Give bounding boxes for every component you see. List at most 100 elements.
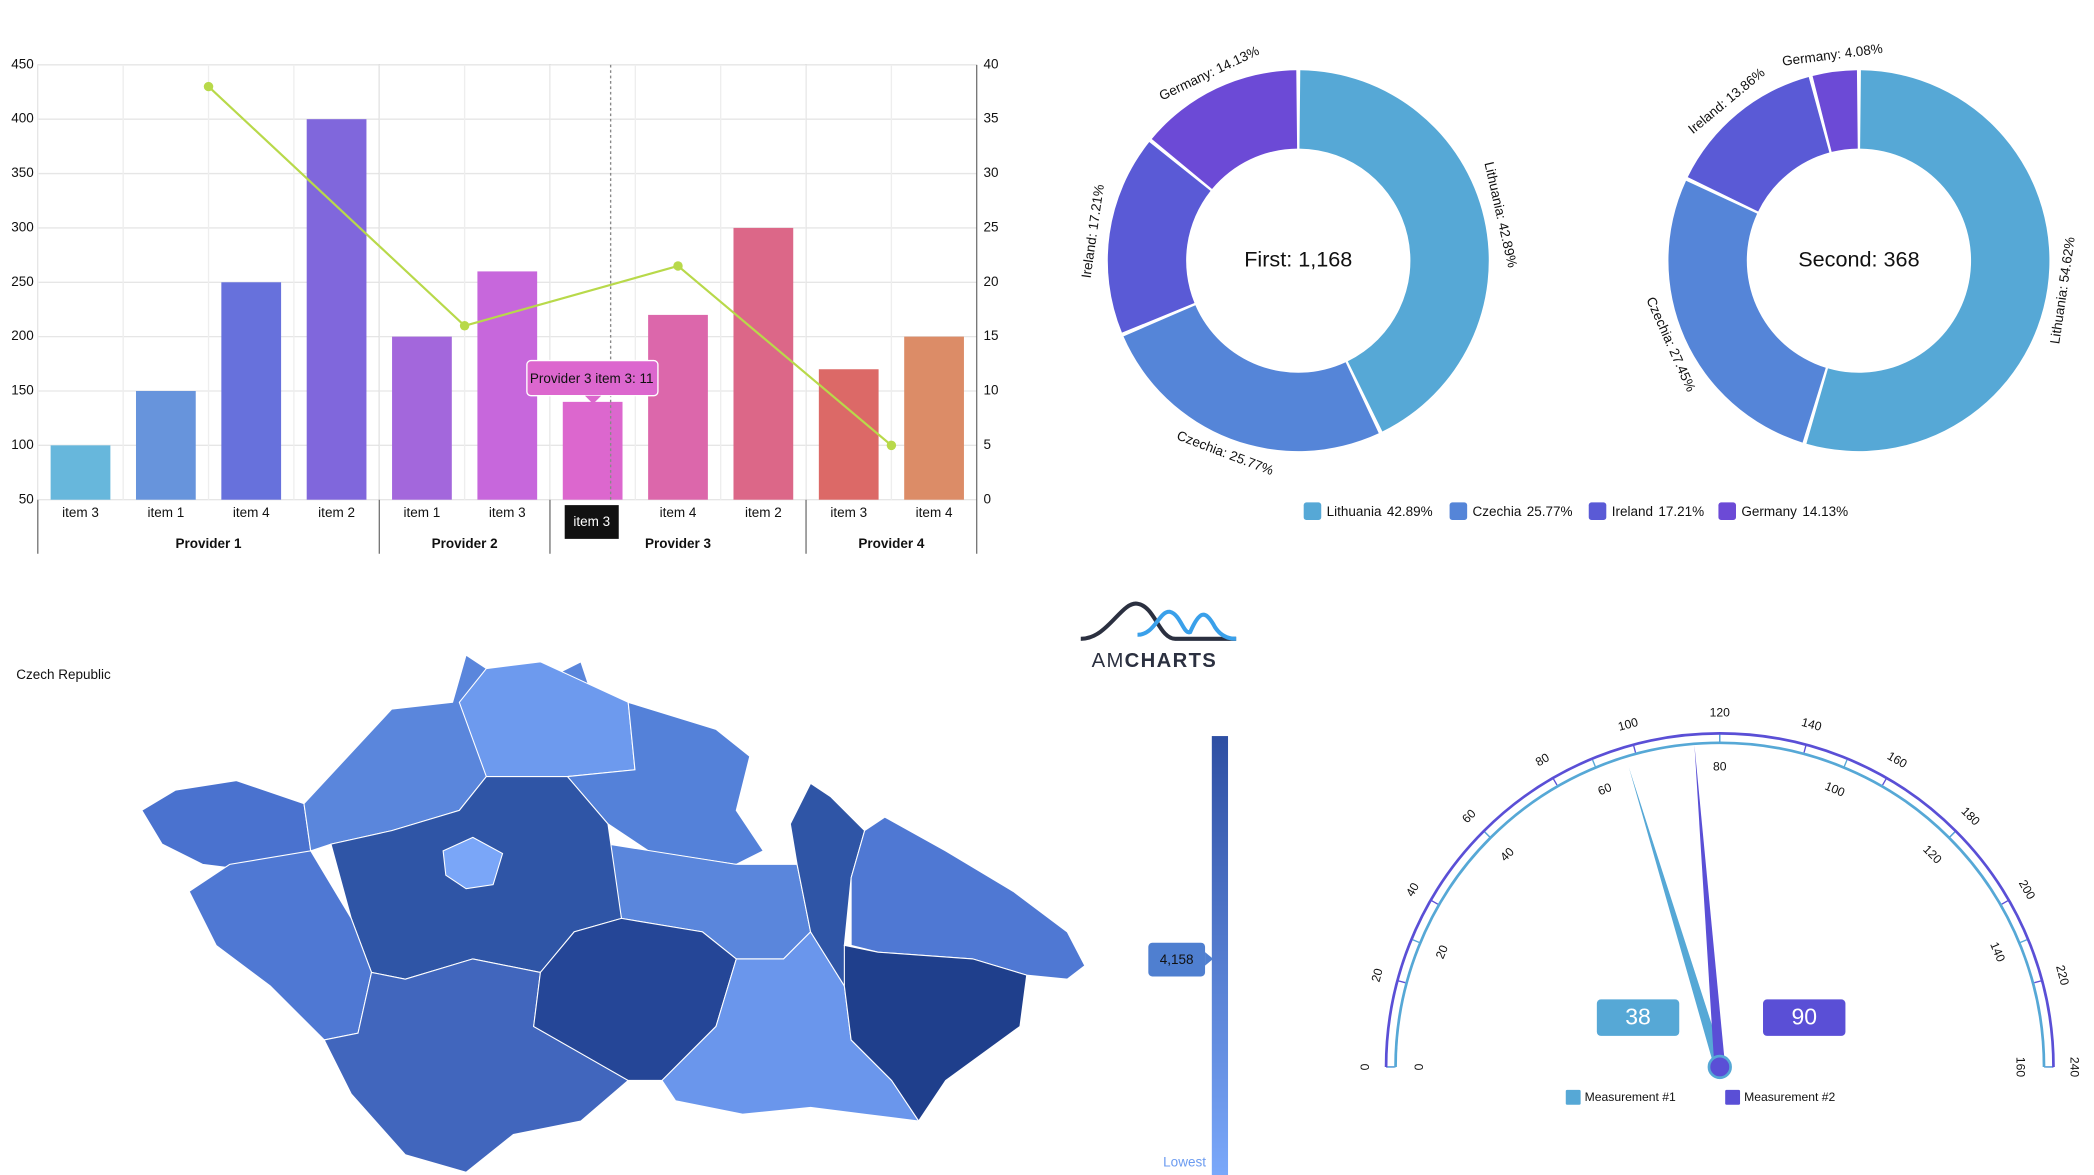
readout-box bbox=[1763, 999, 1846, 1036]
legend-label: Czechia 25.77% bbox=[1473, 503, 1573, 518]
x-tick-label: item 2 bbox=[318, 505, 355, 520]
gauge-hand bbox=[1628, 767, 1725, 1069]
x-tick-label: item 4 bbox=[660, 505, 697, 520]
bar[interactable] bbox=[221, 282, 282, 500]
group-label: Provider 3 bbox=[645, 536, 712, 551]
legend-name: Lithuania bbox=[1327, 503, 1382, 518]
gauge-tick bbox=[1484, 831, 1491, 839]
gauge-tick bbox=[2001, 899, 2010, 905]
gauge-hand bbox=[1694, 745, 1726, 1068]
donut-slice[interactable] bbox=[1806, 70, 2050, 452]
legend-marker[interactable] bbox=[1588, 502, 1607, 520]
group-label: Provider 1 bbox=[176, 536, 243, 551]
legend-label: Germany 14.13% bbox=[1741, 503, 1848, 518]
donut-center-label: First: 1,168 bbox=[1244, 246, 1352, 271]
legend-value: 25.77% bbox=[1527, 503, 1573, 518]
gauge-tick-label: 60 bbox=[1459, 806, 1479, 826]
gauge-tick-label: 200 bbox=[2016, 877, 2038, 902]
y2-tick-label: 25 bbox=[984, 219, 999, 234]
x-tick-label: item 1 bbox=[147, 505, 184, 520]
gauge-tick-label: 160 bbox=[2013, 1057, 2027, 1078]
gauge-tick bbox=[1412, 939, 1421, 944]
donut-slice[interactable] bbox=[1812, 70, 1858, 152]
gauge-tick-label: 160 bbox=[1885, 749, 1910, 771]
heat-legend-label: Lowest bbox=[1163, 1154, 1206, 1169]
gauge-tick bbox=[1552, 777, 1558, 786]
y2-tick-label: 20 bbox=[984, 274, 999, 289]
legend-marker[interactable] bbox=[1449, 502, 1468, 520]
gauge-tick-label: 0 bbox=[1412, 1063, 1426, 1070]
bar[interactable] bbox=[306, 119, 367, 500]
map-title: Czech Republic bbox=[16, 667, 111, 682]
gauge-tick-label: 140 bbox=[1987, 940, 2008, 964]
gauge-tick bbox=[1948, 831, 1956, 839]
gauge-tick bbox=[1430, 899, 1439, 905]
donut-slice[interactable] bbox=[1299, 70, 1489, 432]
logo-light: AM bbox=[1092, 650, 1125, 672]
gauge-tick-label: 80 bbox=[1713, 759, 1727, 773]
legend-marker[interactable] bbox=[1565, 1089, 1581, 1105]
readout-box bbox=[1596, 999, 1680, 1036]
gauge-tick-label: 120 bbox=[1920, 842, 1944, 866]
x-tick-label: item 3 bbox=[830, 505, 867, 520]
tooltip: Provider 3 item 3: 11 bbox=[530, 371, 654, 386]
gauge-hub bbox=[1707, 1054, 1732, 1080]
legend-label: Ireland 17.21% bbox=[1612, 503, 1704, 518]
bar[interactable] bbox=[904, 336, 964, 500]
bar[interactable] bbox=[818, 369, 879, 500]
donut-slice[interactable] bbox=[1668, 180, 1826, 443]
map-region[interactable] bbox=[323, 958, 630, 1173]
map-region[interactable] bbox=[442, 836, 504, 890]
gauge-tick bbox=[1803, 744, 1807, 753]
map-region[interactable] bbox=[850, 816, 1086, 980]
gauge-tick bbox=[1397, 979, 1406, 984]
legend-marker[interactable] bbox=[1725, 1089, 1741, 1105]
gauge-tick-label: 220 bbox=[2053, 964, 2072, 987]
y-tick-label: 350 bbox=[11, 165, 34, 180]
slice-label: Ireland: 17.21% bbox=[1079, 183, 1107, 279]
map-region[interactable] bbox=[458, 661, 636, 778]
y2-tick-label: 15 bbox=[984, 328, 999, 343]
gauge-tick-label: 0 bbox=[1358, 1063, 1372, 1070]
bar[interactable] bbox=[50, 445, 111, 500]
donut-slice[interactable] bbox=[1107, 142, 1211, 333]
bar[interactable] bbox=[562, 401, 623, 500]
gauge-tick-label: 140 bbox=[1800, 715, 1823, 734]
donut-slice[interactable] bbox=[1687, 76, 1830, 212]
map-tooltip-pointer bbox=[1205, 952, 1214, 966]
donut-slice[interactable] bbox=[1151, 70, 1298, 190]
slice-label: Germany: 4.08% bbox=[1781, 41, 1883, 69]
gauge-tick-label: 240 bbox=[2068, 1057, 2082, 1078]
y-tick-label: 150 bbox=[11, 383, 34, 398]
y-tick-label: 50 bbox=[19, 491, 34, 506]
y-tick-label: 250 bbox=[11, 274, 34, 289]
donut-slice[interactable] bbox=[1123, 305, 1379, 452]
gauge-tick-label: 120 bbox=[1710, 705, 1731, 719]
y2-tick-label: 35 bbox=[984, 111, 999, 126]
map-tooltip: 4,158 bbox=[1160, 952, 1194, 967]
gauge-tick bbox=[1632, 744, 1637, 753]
legend-marker[interactable] bbox=[1303, 502, 1322, 520]
group-label: Provider 4 bbox=[858, 536, 925, 551]
legend-name: Czechia bbox=[1473, 503, 1522, 518]
readout: 38 bbox=[1625, 1003, 1651, 1029]
map bbox=[141, 654, 1086, 1173]
gauge-tick bbox=[1591, 759, 1597, 768]
gauge-tick-label: 180 bbox=[1959, 804, 1983, 828]
donut-center-label: Second: 368 bbox=[1798, 246, 1919, 271]
map-region[interactable] bbox=[843, 944, 1028, 1122]
line-point bbox=[673, 261, 683, 271]
logo-text: AMCHARTS bbox=[1092, 650, 1218, 672]
bar[interactable] bbox=[392, 336, 452, 500]
legend-marker[interactable] bbox=[1718, 502, 1736, 520]
bar[interactable] bbox=[648, 314, 708, 500]
slice-label: Lithuania: 54.62% bbox=[2047, 236, 2077, 345]
y-tick-label: 450 bbox=[11, 56, 34, 71]
cursor-label-box bbox=[564, 505, 619, 539]
tooltip-pointer bbox=[584, 395, 602, 404]
line-point bbox=[459, 321, 470, 331]
bar[interactable] bbox=[733, 227, 794, 500]
y-tick-label: 200 bbox=[11, 328, 34, 343]
bar[interactable] bbox=[135, 390, 196, 500]
